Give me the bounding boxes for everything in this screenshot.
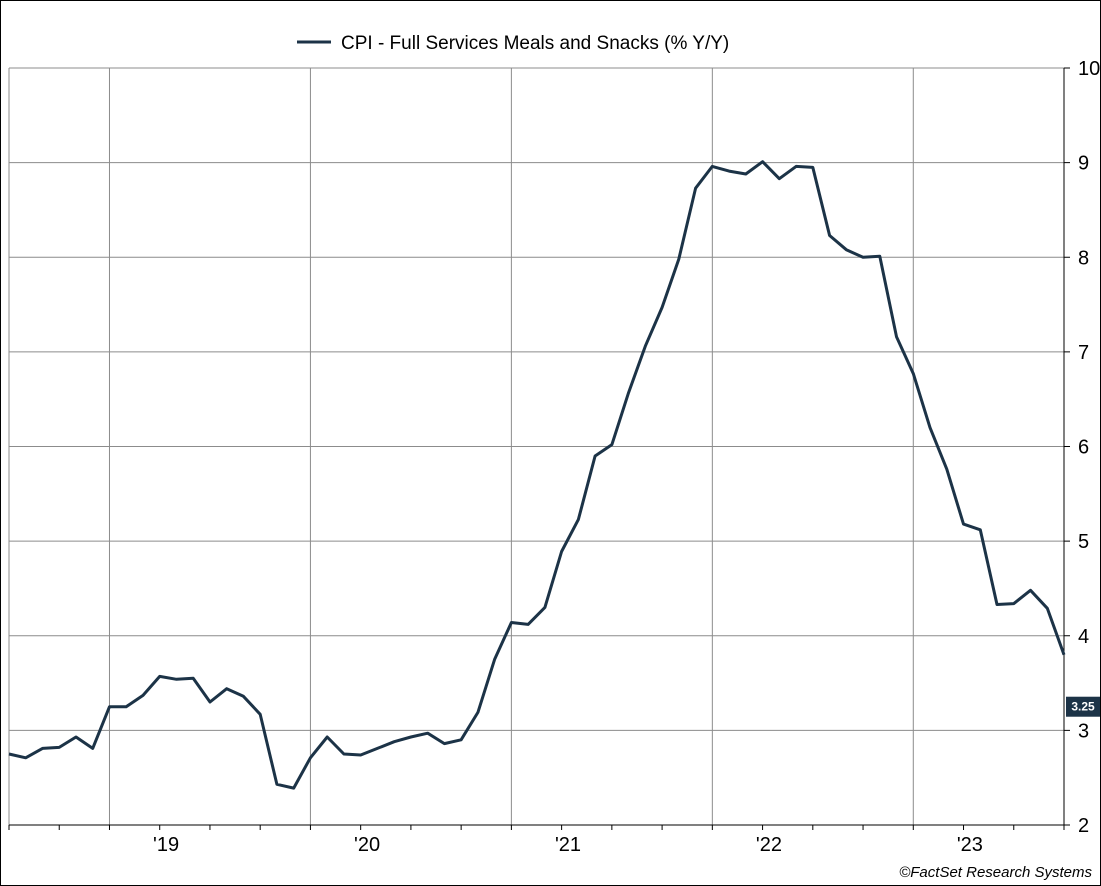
series-line [8,160,1066,790]
legend-label: CPI - Full Services Meals and Snacks (% … [341,33,729,54]
x-tick-label: '20 [354,834,380,856]
y-tick-label: 10 [1078,58,1100,80]
x-tick-label: '22 [756,834,782,856]
y-tick-label: 4 [1078,626,1089,648]
y-tick-label: 2 [1078,815,1089,837]
last-value-box [1066,696,1100,717]
y-tick-label: 8 [1078,247,1089,269]
series-group [8,160,1066,790]
last-value-text: 3.25 [1071,700,1095,714]
y-tick-label: 9 [1078,153,1089,175]
grid-lines [9,67,1064,826]
y-tick-label: 5 [1078,531,1089,553]
x-axis: '19 '20 '21 '22 '23 [8,825,1065,856]
x-tick-label: '19 [153,834,179,856]
legend: CPI - Full Services Meals and Snacks (% … [297,33,729,54]
credit-text: ©FactSet Research Systems [899,864,1092,881]
y-axis: 2 3 4 5 6 7 8 9 10 [1064,58,1100,837]
y-tick-label: 6 [1078,437,1089,459]
y-tick-label: 3 [1078,720,1089,742]
x-tick-label: '21 [555,834,581,856]
last-value-badge: 3.25 [1066,696,1100,717]
y-tick-label: 7 [1078,342,1089,364]
x-tick-label: '23 [957,834,983,856]
